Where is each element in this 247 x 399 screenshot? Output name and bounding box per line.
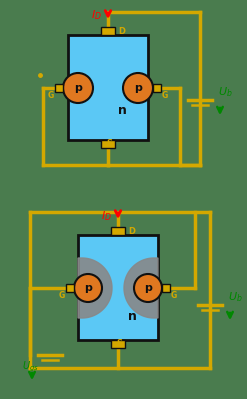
Polygon shape	[78, 258, 112, 318]
Text: $I_D$: $I_D$	[101, 209, 112, 223]
Bar	[162, 284, 170, 292]
Text: $U_b$: $U_b$	[228, 290, 243, 304]
Circle shape	[123, 73, 153, 103]
Text: $I_D$: $I_D$	[91, 8, 102, 22]
Bar	[66, 284, 74, 292]
Bar	[153, 84, 161, 92]
Bar	[78, 235, 158, 340]
Bar	[101, 140, 115, 148]
Text: G: G	[162, 91, 168, 101]
Text: G: G	[59, 292, 65, 300]
Text: $U_b$: $U_b$	[218, 85, 233, 99]
Text: p: p	[74, 83, 82, 93]
Text: D: D	[118, 26, 125, 36]
Bar	[111, 227, 125, 235]
Text: D: D	[128, 227, 135, 235]
Circle shape	[74, 274, 102, 302]
Bar	[55, 84, 63, 92]
Text: p: p	[84, 283, 92, 293]
Circle shape	[63, 73, 93, 103]
Text: p: p	[144, 283, 152, 293]
Bar	[101, 27, 115, 35]
Text: n: n	[118, 104, 127, 117]
Text: n: n	[128, 310, 137, 324]
Text: p: p	[134, 83, 142, 93]
Circle shape	[134, 274, 162, 302]
Text: S: S	[116, 340, 122, 348]
Polygon shape	[124, 258, 158, 318]
Text: G: G	[171, 292, 177, 300]
Text: $U_{gs}$: $U_{gs}$	[21, 360, 39, 374]
Text: S: S	[106, 140, 112, 148]
Bar	[111, 340, 125, 348]
Bar	[68, 35, 148, 140]
Text: G: G	[48, 91, 54, 101]
